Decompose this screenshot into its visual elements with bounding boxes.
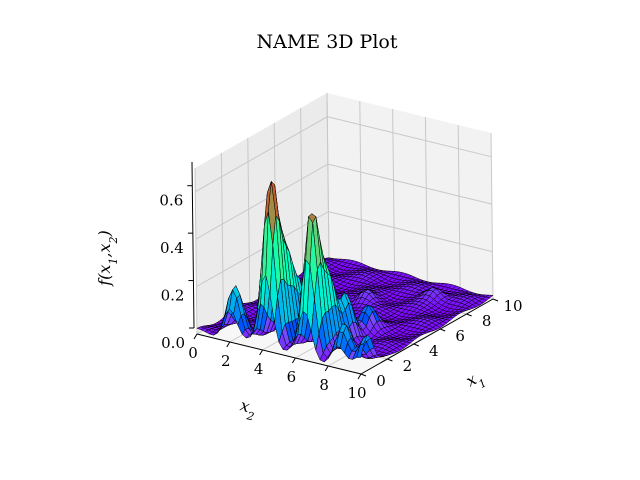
- grid-line-z: [196, 211, 493, 288]
- x2-tick-label: 2: [221, 352, 231, 370]
- x2-tick-mark: [291, 357, 296, 364]
- z-axis-label: f(x1,x2): [95, 230, 120, 287]
- x1-tick-mark: [492, 298, 499, 302]
- x1-tick-mark: [360, 373, 367, 377]
- z-tick-label: 0.6: [159, 192, 183, 210]
- axis-lines: [187, 161, 499, 380]
- x1-tick-mark: [413, 343, 419, 347]
- x1-tick-label: 10: [503, 297, 522, 315]
- z-tick-label: 0.4: [160, 239, 184, 257]
- x1-tick-label: 8: [482, 312, 492, 330]
- back-pane: [327, 93, 493, 299]
- x1-tick-label: 2: [403, 357, 413, 375]
- x2-tick-mark: [226, 341, 231, 348]
- x2-tick-mark: [193, 333, 198, 340]
- x2-tick-label: 0: [188, 344, 198, 362]
- x2-tick-mark: [357, 373, 362, 380]
- chart-title: NAME 3D Plot: [256, 31, 397, 53]
- x2-tick-mark: [259, 349, 264, 356]
- x1-tick-label: 6: [455, 327, 465, 345]
- grid-line-z: [195, 116, 492, 193]
- z-tick-label: 0.0: [161, 334, 185, 352]
- z-tick-label: 0.2: [161, 287, 185, 305]
- z-axis-line: [191, 161, 195, 329]
- x2-tick-mark: [324, 365, 329, 372]
- grid-line-z: [195, 163, 493, 240]
- x2-tick-label: 4: [254, 360, 264, 378]
- x1-axis-label: x1: [463, 366, 489, 395]
- x2-axis-line: [196, 333, 362, 375]
- x2-tick-label: 8: [319, 376, 329, 394]
- x2-tick-label: 6: [287, 368, 297, 386]
- surface-mesh: [196, 180, 494, 363]
- x1-tick-label: 4: [429, 342, 439, 360]
- x1-tick-mark: [466, 313, 472, 317]
- x2-tick-label: 10: [347, 384, 366, 402]
- surface-patch: [356, 342, 365, 358]
- x1-tick-mark: [387, 358, 393, 362]
- x1-tick-label: 0: [376, 372, 386, 390]
- x1-tick-mark: [440, 328, 446, 332]
- x2-axis-label: x2: [237, 396, 258, 424]
- x1-axis-line: [360, 298, 494, 375]
